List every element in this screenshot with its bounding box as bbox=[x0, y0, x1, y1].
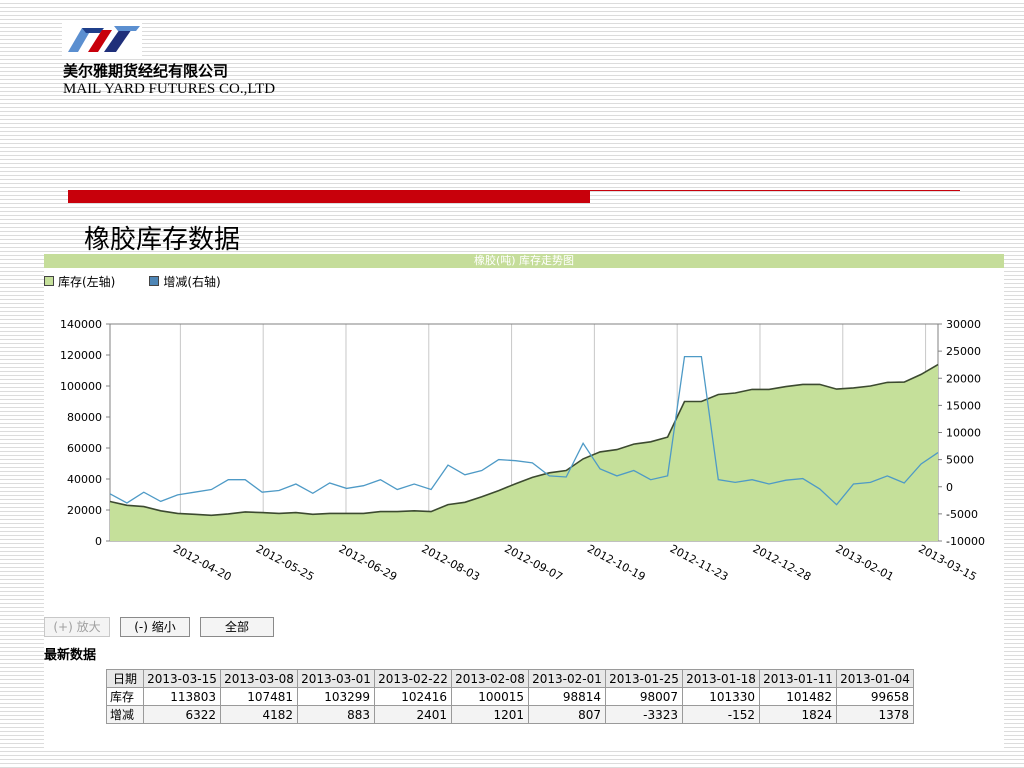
table-cell-change: -152 bbox=[682, 705, 760, 724]
zoom-in-button[interactable]: (+) 放大 bbox=[44, 617, 110, 637]
company-name-cn: 美尔雅期货经纪有限公司 bbox=[63, 62, 229, 80]
table-cell-stock: 98007 bbox=[605, 687, 683, 706]
x-axis-label: 2012-09-07 bbox=[502, 542, 565, 583]
latest-data-title: 最新数据 bbox=[44, 648, 97, 663]
legend-stock-label: 库存(左轴) bbox=[58, 274, 116, 289]
right-axis-label: 10000 bbox=[946, 427, 981, 440]
table-cell-change: 883 bbox=[297, 705, 375, 724]
chart-header: 橡胶(吨) 库存走势图 bbox=[44, 254, 1004, 268]
left-axis-label: 60000 bbox=[67, 442, 102, 455]
table-cell-stock: 113803 bbox=[143, 687, 221, 706]
latest-data-table: 日期 2013-03-15 2013-03-08 2013-03-01 2013… bbox=[106, 669, 914, 724]
legend-stock-swatch bbox=[44, 276, 54, 286]
table-cell-date: 2013-02-22 bbox=[374, 669, 452, 688]
table-cell-stock: 102416 bbox=[374, 687, 452, 706]
table-cell-date: 2013-03-08 bbox=[220, 669, 298, 688]
zoom-out-button[interactable]: (-) 缩小 bbox=[120, 617, 190, 637]
table-cell-date: 2013-01-25 bbox=[605, 669, 683, 688]
table-cell-stock: 101482 bbox=[759, 687, 837, 706]
legend-change-swatch bbox=[149, 276, 160, 286]
table-cell-stock: 98814 bbox=[528, 687, 606, 706]
table-cell-date: 2013-01-11 bbox=[759, 669, 837, 688]
x-axis-label: 2013-03-15 bbox=[916, 542, 979, 583]
x-axis-label: 2012-04-20 bbox=[171, 542, 234, 583]
x-axis-label: 2012-11-23 bbox=[668, 542, 731, 583]
title-accent-bar bbox=[68, 190, 590, 203]
chart-panel: 橡胶(吨) 库存走势图 库存(左轴) 增减(右轴) 140000 120000 10… bbox=[44, 254, 1004, 750]
left-axis-label: 0 bbox=[95, 535, 102, 548]
stock-area bbox=[110, 364, 938, 541]
table-cell-change: 2401 bbox=[374, 705, 452, 724]
table-cell-date: 2013-03-15 bbox=[143, 669, 221, 688]
table-row-header-stock: 库存 bbox=[106, 687, 144, 706]
show-all-button[interactable]: 全部 bbox=[200, 617, 274, 637]
legend-stock[interactable]: 库存(左轴) bbox=[44, 273, 115, 290]
x-axis-label: 2013-02-01 bbox=[833, 542, 896, 583]
table-cell-stock: 103299 bbox=[297, 687, 375, 706]
table-row-stock: 库存 113803 107481 103299 102416 100015 98… bbox=[106, 687, 914, 706]
table-cell-change: -3323 bbox=[605, 705, 683, 724]
table-cell-stock: 99658 bbox=[836, 687, 914, 706]
company-name-en: MAIL YARD FUTURES CO.,LTD bbox=[63, 81, 276, 97]
left-axis-label: 20000 bbox=[67, 504, 102, 517]
table-cell-change: 6322 bbox=[143, 705, 221, 724]
table-cell-date: 2013-02-08 bbox=[451, 669, 529, 688]
table-cell-change: 1824 bbox=[759, 705, 837, 724]
table-cell-change: 4182 bbox=[220, 705, 298, 724]
x-axis-label: 2012-06-29 bbox=[337, 542, 400, 583]
left-axis-label: 80000 bbox=[67, 411, 102, 424]
table-cell-date: 2013-01-18 bbox=[682, 669, 760, 688]
title-accent-line bbox=[590, 190, 960, 191]
right-axis-label: 5000 bbox=[946, 454, 974, 467]
x-axis-label: 2012-10-19 bbox=[585, 542, 648, 583]
table-cell-change: 1378 bbox=[836, 705, 914, 724]
x-axis-label: 2012-08-03 bbox=[419, 542, 482, 583]
legend-change[interactable]: 增减(右轴) bbox=[149, 273, 221, 290]
right-axis-label: 0 bbox=[946, 481, 953, 494]
right-axis-label: 25000 bbox=[946, 345, 981, 358]
slide-title: 橡胶库存数据 bbox=[84, 225, 241, 255]
table-row-change: 增减 6322 4182 883 2401 1201 807 -3323 -15… bbox=[106, 705, 914, 724]
right-axis-label: 15000 bbox=[946, 399, 981, 412]
table-cell-stock: 100015 bbox=[451, 687, 529, 706]
left-axis-label: 100000 bbox=[60, 380, 102, 393]
table-cell-stock: 101330 bbox=[682, 687, 760, 706]
table-row-dates: 日期 2013-03-15 2013-03-08 2013-03-01 2013… bbox=[106, 669, 914, 688]
table-cell-stock: 107481 bbox=[220, 687, 298, 706]
left-axis-label: 120000 bbox=[60, 349, 102, 362]
right-axis-label: -10000 bbox=[946, 535, 985, 548]
table-cell-change: 1201 bbox=[451, 705, 529, 724]
x-axis-label: 2012-12-28 bbox=[751, 542, 814, 583]
right-axis-label: 20000 bbox=[946, 372, 981, 385]
table-row-header-date: 日期 bbox=[106, 669, 144, 688]
table-cell-change: 807 bbox=[528, 705, 606, 724]
legend-change-label: 增减(右轴) bbox=[163, 274, 221, 289]
table-cell-date: 2013-01-04 bbox=[836, 669, 914, 688]
table-cell-date: 2013-02-01 bbox=[528, 669, 606, 688]
x-axis-label: 2012-05-25 bbox=[254, 542, 317, 583]
right-axis-label: -5000 bbox=[946, 508, 978, 521]
left-axis-label: 140000 bbox=[60, 318, 102, 331]
inventory-chart: 1400001200001000008000060000400002000003… bbox=[60, 318, 985, 584]
left-axis-label: 40000 bbox=[67, 473, 102, 486]
change-line bbox=[109, 355, 939, 506]
chart-legend: 库存(左轴) 增减(右轴) bbox=[44, 273, 255, 289]
company-logo bbox=[62, 22, 142, 58]
table-row-header-change: 增减 bbox=[106, 705, 144, 724]
right-axis-label: 30000 bbox=[946, 318, 981, 331]
table-cell-date: 2013-03-01 bbox=[297, 669, 375, 688]
stock-line bbox=[109, 363, 939, 517]
